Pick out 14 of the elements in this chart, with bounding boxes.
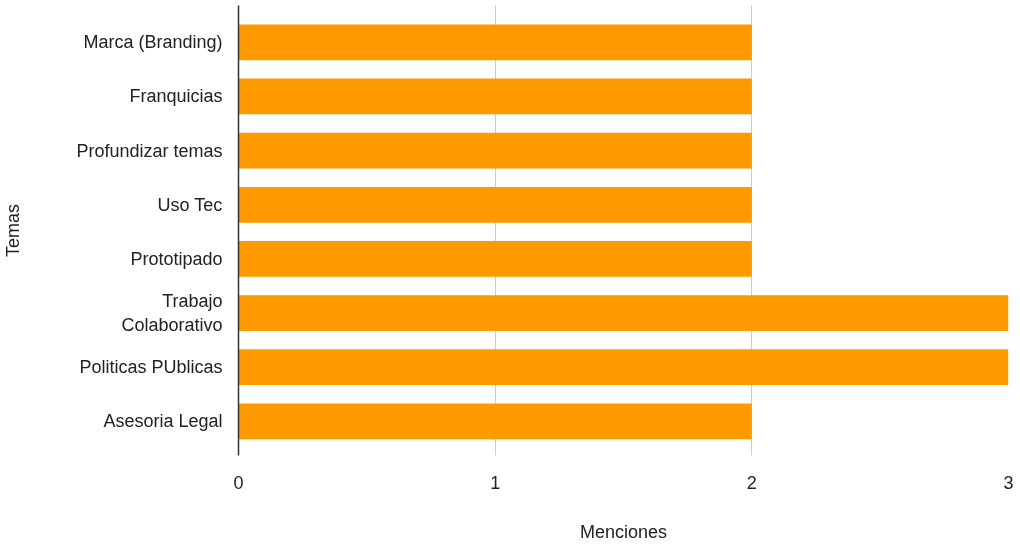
x-tick-label: 0 — [233, 472, 244, 493]
x-axis-title: Menciones — [579, 521, 668, 542]
y-axis-title: Temas — [3, 203, 24, 258]
y-tick-label: Trabajo Colaborativo — [121, 291, 223, 336]
y-tick-label: Prototipado — [130, 248, 223, 269]
y-tick-label: Franquicias — [129, 86, 223, 107]
y-tick-label: Asesoria Legal — [103, 411, 223, 432]
y-tick-label: Profundizar temas — [76, 140, 223, 161]
x-tick-label: 3 — [1003, 472, 1014, 493]
y-tick-label: Uso Tec — [157, 194, 223, 215]
x-tick-label: 1 — [490, 472, 501, 493]
y-tick-label: Politicas PUblicas — [79, 357, 223, 378]
x-tick-label: 2 — [746, 472, 757, 493]
y-tick-label: Marca (Branding) — [83, 32, 223, 53]
